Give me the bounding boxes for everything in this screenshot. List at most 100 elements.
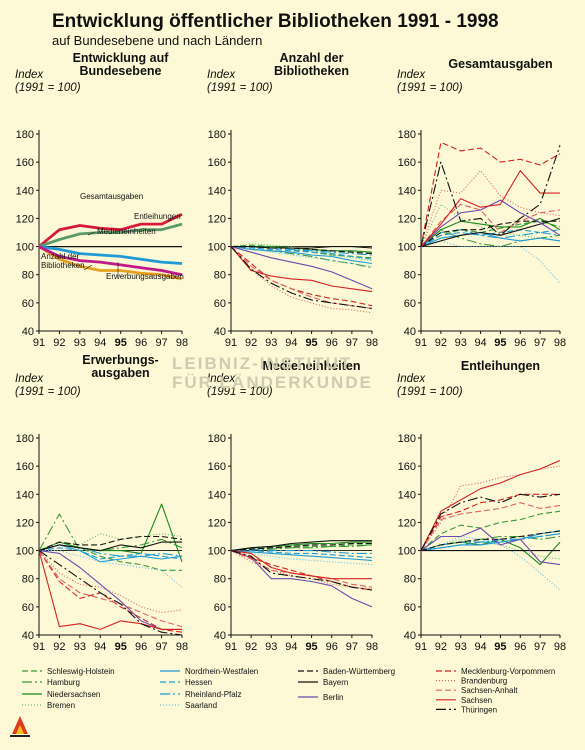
y-axis-label: Index	[397, 69, 426, 81]
series-line	[420, 493, 560, 551]
y-tick-label: 140	[208, 185, 226, 197]
y-tick-label: 140	[16, 185, 34, 197]
y-tick-label: 80	[404, 270, 416, 282]
y-tick-label: 120	[208, 517, 226, 529]
y-axis-label: (1991 = 100)	[397, 386, 463, 398]
x-tick-label: 95	[305, 337, 317, 349]
y-tick-label: 60	[404, 298, 416, 310]
legend-label: Bayern	[323, 678, 348, 687]
x-tick-label: 93	[455, 337, 467, 349]
y-tick-label: 40	[22, 630, 34, 642]
series-line	[38, 245, 183, 265]
series-line	[420, 459, 561, 551]
y-tick-label: 100	[208, 242, 226, 254]
y-tick-label: 180	[16, 129, 34, 141]
legend-label: Hamburg	[47, 678, 80, 687]
chart-title: ausgaben	[91, 366, 149, 380]
x-tick-label: 93	[74, 337, 86, 349]
x-tick-label: 93	[265, 337, 277, 349]
y-tick-label: 60	[404, 602, 416, 614]
y-tick-label: 60	[22, 298, 34, 310]
series-line	[420, 229, 561, 248]
x-tick-label: 97	[534, 337, 546, 349]
series-line	[38, 550, 183, 628]
series-line	[230, 246, 373, 314]
legend-label: Thüringen	[461, 705, 497, 714]
publisher-logo-icon	[10, 716, 30, 737]
series-line	[420, 170, 560, 247]
y-tick-label: 100	[16, 546, 34, 558]
y-tick-label: 100	[16, 242, 34, 254]
x-tick-label: 95	[494, 337, 506, 349]
x-tick-label: 98	[176, 641, 188, 653]
x-tick-label: 98	[366, 337, 378, 349]
series-line	[38, 541, 182, 552]
y-tick-label: 160	[16, 157, 34, 169]
x-tick-label: 91	[225, 337, 237, 349]
legend-label: Sachsen	[461, 696, 492, 705]
series-line	[420, 530, 561, 552]
series-line	[420, 502, 561, 551]
series-line	[420, 217, 561, 248]
page-title: Entwicklung öffentlicher Bibliotheken 19…	[52, 11, 499, 32]
chart-title: Bibliotheken	[274, 64, 349, 78]
chart-panel: Erwerbungs-ausgaben Index(1991 = 100) 40 60…	[15, 353, 188, 653]
series-line	[38, 222, 183, 248]
y-tick-label: 100	[208, 546, 226, 558]
x-tick-label: 92	[245, 337, 257, 349]
chart-title: Bundesebene	[80, 64, 162, 78]
series-annotation: Medieneinheiten	[97, 227, 156, 236]
series-annotation: Bibliotheken	[41, 261, 85, 270]
y-tick-label: 80	[214, 574, 226, 586]
legend-label: Rheinland-Pfalz	[185, 690, 241, 699]
x-tick-label: 92	[53, 337, 65, 349]
y-axis-label: Index	[15, 69, 44, 81]
y-tick-label: 140	[398, 185, 416, 197]
y-tick-label: 40	[404, 326, 416, 338]
y-tick-label: 120	[16, 213, 34, 225]
series-line	[38, 550, 182, 630]
legend-label: Brandenburg	[461, 677, 507, 686]
y-axis-label: Index	[397, 373, 426, 385]
y-tick-label: 40	[214, 326, 226, 338]
x-tick-label: 92	[53, 641, 65, 653]
y-tick-label: 100	[398, 242, 416, 254]
y-tick-label: 140	[16, 489, 34, 501]
series-line	[420, 231, 561, 248]
y-axis-label: Index	[207, 69, 236, 81]
y-tick-label: 180	[398, 129, 416, 141]
series-line	[420, 170, 561, 247]
annotation-leader	[87, 231, 96, 236]
y-tick-label: 120	[398, 213, 416, 225]
watermark-line: LEIBNIZ-INSTITUT	[172, 354, 353, 373]
y-tick-label: 120	[398, 517, 416, 529]
x-tick-label: 98	[366, 641, 378, 653]
y-axis-label: (1991 = 100)	[207, 386, 273, 398]
x-tick-label: 94	[94, 641, 106, 653]
x-tick-label: 95	[305, 641, 317, 653]
y-tick-label: 60	[22, 602, 34, 614]
x-tick-label: 97	[534, 641, 546, 653]
series-line	[230, 246, 373, 265]
x-tick-label: 96	[326, 337, 338, 349]
series-line	[420, 533, 561, 552]
series-line	[230, 550, 373, 591]
series-line	[420, 203, 561, 247]
series-annotation: Anzahl der	[41, 252, 80, 261]
y-tick-label: 160	[398, 461, 416, 473]
y-tick-label: 40	[404, 630, 416, 642]
watermark-line: FÜR LÄNDERKUNDE	[172, 373, 373, 392]
x-tick-label: 95	[494, 641, 506, 653]
series-line	[38, 212, 183, 248]
x-tick-label: 91	[415, 641, 427, 653]
legend-label: Bremen	[47, 701, 75, 710]
y-tick-label: 160	[208, 461, 226, 473]
watermark: LEIBNIZ-INSTITUT FÜR LÄNDERKUNDE	[172, 354, 373, 392]
y-axis-label: (1991 = 100)	[15, 386, 81, 398]
x-tick-label: 95	[115, 337, 127, 349]
series-line	[38, 245, 183, 281]
y-tick-label: 180	[208, 433, 226, 445]
series-line	[230, 550, 373, 561]
series-line	[230, 550, 373, 608]
